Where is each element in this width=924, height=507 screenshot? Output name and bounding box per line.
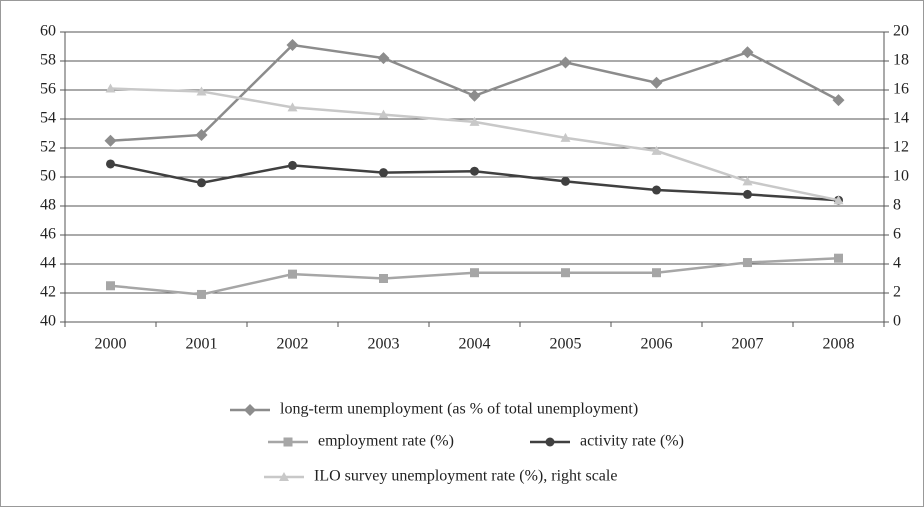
marker bbox=[377, 52, 390, 65]
marker bbox=[833, 195, 844, 205]
marker bbox=[651, 145, 662, 155]
y-tick-label: 56 bbox=[40, 81, 56, 98]
legend-label: activity rate (%) bbox=[580, 433, 684, 450]
y2-tick-label: 10 bbox=[893, 168, 909, 185]
y2-tick-label: 0 bbox=[893, 313, 901, 330]
marker bbox=[470, 268, 479, 278]
marker bbox=[104, 134, 117, 147]
y2-tick-label: 20 bbox=[893, 23, 909, 40]
x-tick-label: 2001 bbox=[186, 336, 218, 353]
y-tick-label: 44 bbox=[40, 255, 56, 272]
marker bbox=[561, 176, 570, 186]
y2-tick-label: 4 bbox=[893, 255, 901, 272]
y2-tick-label: 12 bbox=[893, 139, 909, 156]
legend-label: employment rate (%) bbox=[318, 433, 454, 450]
marker bbox=[379, 274, 388, 283]
x-tick-label: 2002 bbox=[277, 336, 309, 353]
marker bbox=[197, 178, 206, 188]
marker bbox=[559, 56, 572, 69]
marker bbox=[288, 269, 297, 279]
x-tick-label: 2004 bbox=[459, 336, 491, 353]
x-tick-label: 2003 bbox=[368, 336, 400, 353]
marker bbox=[286, 39, 299, 52]
x-tick-label: 2008 bbox=[823, 336, 855, 353]
marker bbox=[105, 83, 116, 93]
marker bbox=[652, 185, 661, 195]
marker bbox=[561, 268, 570, 278]
x-tick-label: 2006 bbox=[641, 336, 673, 353]
marker bbox=[378, 109, 389, 119]
marker bbox=[279, 472, 289, 481]
marker bbox=[379, 168, 388, 178]
marker bbox=[195, 128, 208, 141]
marker bbox=[560, 132, 571, 142]
marker bbox=[244, 404, 256, 416]
marker bbox=[652, 268, 661, 278]
legend-label: ILO survey unemployment rate (%), right … bbox=[314, 468, 617, 485]
marker bbox=[288, 160, 297, 170]
y-tick-label: 50 bbox=[40, 168, 56, 185]
marker bbox=[469, 116, 480, 126]
marker bbox=[197, 289, 206, 299]
marker bbox=[106, 159, 115, 169]
y-tick-label: 48 bbox=[40, 197, 56, 214]
y-tick-label: 46 bbox=[40, 226, 56, 243]
y-tick-label: 58 bbox=[40, 52, 56, 69]
marker bbox=[743, 258, 752, 268]
legend-label: long-term unemployment (as % of total un… bbox=[280, 401, 638, 418]
marker bbox=[545, 437, 555, 447]
x-tick-label: 2007 bbox=[732, 336, 764, 353]
y-tick-label: 42 bbox=[40, 284, 56, 301]
y2-tick-label: 6 bbox=[893, 226, 901, 243]
marker bbox=[742, 176, 753, 186]
y2-tick-label: 16 bbox=[893, 81, 909, 98]
y-tick-label: 60 bbox=[40, 23, 56, 40]
marker bbox=[834, 253, 843, 263]
y-tick-label: 54 bbox=[40, 110, 56, 127]
marker bbox=[741, 46, 754, 59]
marker bbox=[470, 166, 479, 176]
x-tick-label: 2000 bbox=[95, 336, 127, 353]
marker bbox=[743, 189, 752, 199]
marker bbox=[283, 437, 293, 447]
y-tick-label: 52 bbox=[40, 139, 56, 156]
marker bbox=[196, 86, 207, 96]
marker bbox=[106, 281, 115, 291]
y2-tick-label: 14 bbox=[893, 110, 909, 127]
marker bbox=[287, 102, 298, 112]
marker bbox=[832, 94, 845, 107]
y2-tick-label: 8 bbox=[893, 197, 901, 214]
y2-tick-label: 18 bbox=[893, 52, 909, 69]
y-tick-label: 40 bbox=[40, 313, 56, 330]
x-tick-label: 2005 bbox=[550, 336, 582, 353]
marker bbox=[650, 76, 663, 89]
y2-tick-label: 2 bbox=[893, 284, 901, 301]
marker bbox=[468, 89, 481, 102]
